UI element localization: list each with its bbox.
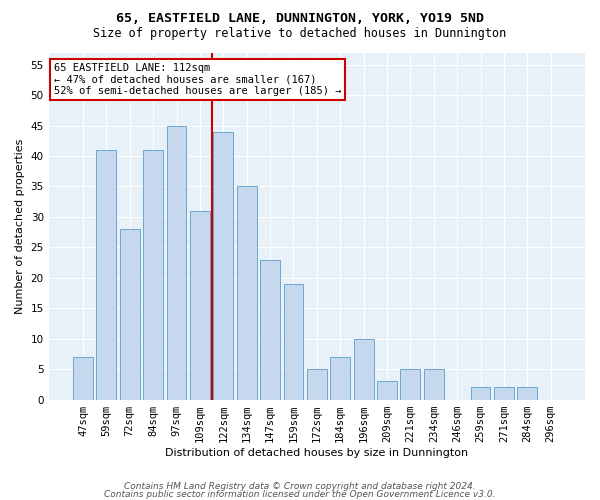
Bar bbox=[377, 382, 397, 400]
Text: 65 EASTFIELD LANE: 112sqm
← 47% of detached houses are smaller (167)
52% of semi: 65 EASTFIELD LANE: 112sqm ← 47% of detac… bbox=[54, 63, 341, 96]
Bar bbox=[353, 338, 374, 400]
Bar bbox=[307, 369, 327, 400]
Bar bbox=[190, 211, 210, 400]
Bar bbox=[260, 260, 280, 400]
Bar bbox=[143, 150, 163, 400]
Bar bbox=[284, 284, 304, 400]
Bar bbox=[470, 388, 490, 400]
Bar bbox=[424, 369, 443, 400]
Bar bbox=[330, 357, 350, 400]
Text: 65, EASTFIELD LANE, DUNNINGTON, YORK, YO19 5ND: 65, EASTFIELD LANE, DUNNINGTON, YORK, YO… bbox=[116, 12, 484, 26]
Text: Contains HM Land Registry data © Crown copyright and database right 2024.: Contains HM Land Registry data © Crown c… bbox=[124, 482, 476, 491]
Bar bbox=[73, 357, 93, 400]
Bar bbox=[237, 186, 257, 400]
Bar bbox=[494, 388, 514, 400]
Bar bbox=[400, 369, 421, 400]
X-axis label: Distribution of detached houses by size in Dunnington: Distribution of detached houses by size … bbox=[165, 448, 469, 458]
Bar bbox=[214, 132, 233, 400]
Text: Size of property relative to detached houses in Dunnington: Size of property relative to detached ho… bbox=[94, 28, 506, 40]
Bar bbox=[167, 126, 187, 400]
Text: Contains public sector information licensed under the Open Government Licence v3: Contains public sector information licen… bbox=[104, 490, 496, 499]
Y-axis label: Number of detached properties: Number of detached properties bbox=[15, 138, 25, 314]
Bar bbox=[517, 388, 537, 400]
Bar bbox=[120, 229, 140, 400]
Bar bbox=[97, 150, 116, 400]
